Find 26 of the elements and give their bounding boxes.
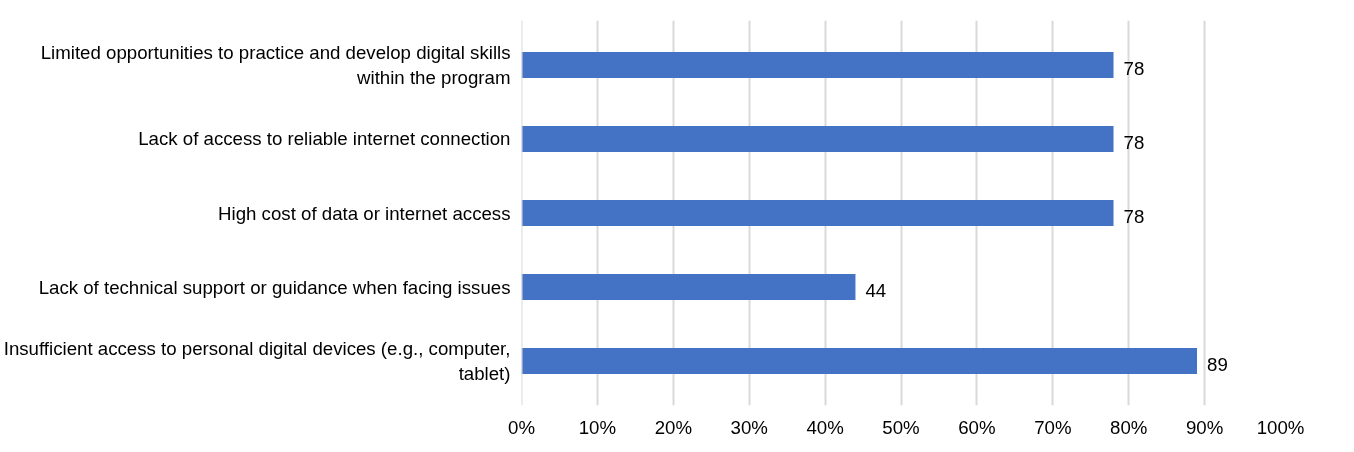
x-tick-label: 80% — [1110, 416, 1148, 438]
data-label: 78 — [1123, 57, 1145, 79]
y-tick-label: Lack of access to reliable internet connection — [138, 128, 511, 150]
y-tick-label: Limited opportunities to practice and develop digital skills within the program — [40, 41, 511, 89]
bar — [521, 348, 1198, 375]
x-tick-label: 50% — [882, 416, 920, 438]
y-tick-label: Lack of technical support or guidance when facing issues — [38, 276, 511, 298]
bar — [521, 51, 1114, 78]
y-tick-label: Insufficient access to personal digital devices (e.g., computer, tablet) — [3, 337, 511, 385]
data-label: 78 — [1123, 206, 1145, 227]
x-tick-label: 10% — [578, 416, 617, 438]
x-tick-label: 0% — [508, 416, 535, 438]
data-label: 44 — [865, 280, 887, 302]
x-tick-label: 100% — [1256, 416, 1305, 438]
x-tick-label: 30% — [730, 416, 768, 438]
x-tick-label: 20% — [654, 416, 692, 438]
bar — [521, 274, 856, 300]
x-tick-label: 40% — [806, 416, 844, 438]
bar — [521, 126, 1114, 152]
data-label: 89 — [1207, 354, 1228, 376]
x-tick-label: 60% — [958, 416, 996, 438]
data-label: 78 — [1123, 131, 1145, 153]
y-tick-label: High cost of data or internet access — [218, 202, 511, 224]
x-tick-label: 90% — [1185, 416, 1224, 438]
bar — [521, 200, 1114, 226]
x-tick-label: 70% — [1034, 416, 1072, 438]
